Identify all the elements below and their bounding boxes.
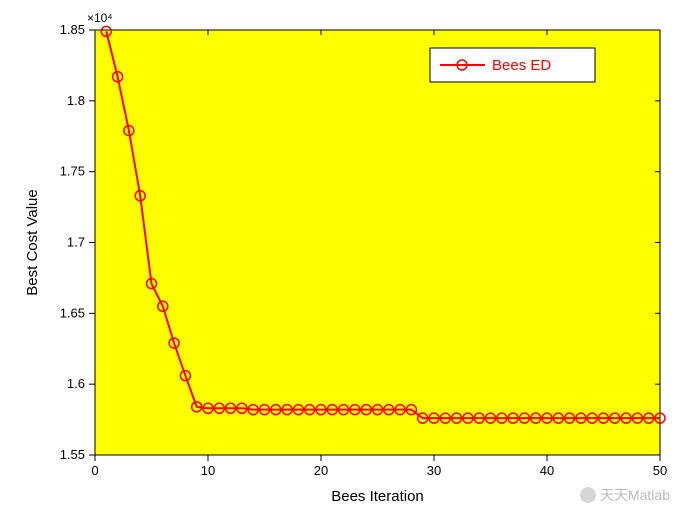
svg-text:1.75: 1.75	[60, 164, 85, 179]
svg-text:Bees ED: Bees ED	[492, 57, 551, 74]
svg-text:1.65: 1.65	[60, 305, 85, 320]
svg-text:1.7: 1.7	[67, 235, 85, 250]
svg-text:1.55: 1.55	[60, 447, 85, 462]
svg-text:30: 30	[427, 463, 441, 478]
svg-text:Bees Iteration: Bees Iteration	[331, 488, 424, 505]
svg-text:1.8: 1.8	[67, 93, 85, 108]
svg-text:20: 20	[314, 463, 328, 478]
svg-text:Best Cost Value: Best Cost Value	[24, 189, 41, 295]
svg-text:0: 0	[91, 463, 98, 478]
svg-text:×10⁴: ×10⁴	[87, 11, 113, 25]
svg-text:40: 40	[540, 463, 554, 478]
watermark: 天天Matlab	[580, 485, 670, 505]
svg-text:10: 10	[201, 463, 215, 478]
wechat-icon	[580, 487, 596, 503]
chart-container: 0 10 20 30 40 50 1.55 1.6 1.65 1.7 1.75 1.8 1.85×10⁴…	[0, 0, 700, 525]
svg-text:50: 50	[653, 463, 667, 478]
svg-text:1.85: 1.85	[60, 22, 85, 37]
watermark-text: 天天Matlab	[600, 485, 670, 505]
convergence-chart: 0 10 20 30 40 50 1.55 1.6 1.65 1.7 1.75 1.8 1.85×10⁴…	[0, 0, 700, 525]
svg-text:1.6: 1.6	[67, 376, 85, 391]
